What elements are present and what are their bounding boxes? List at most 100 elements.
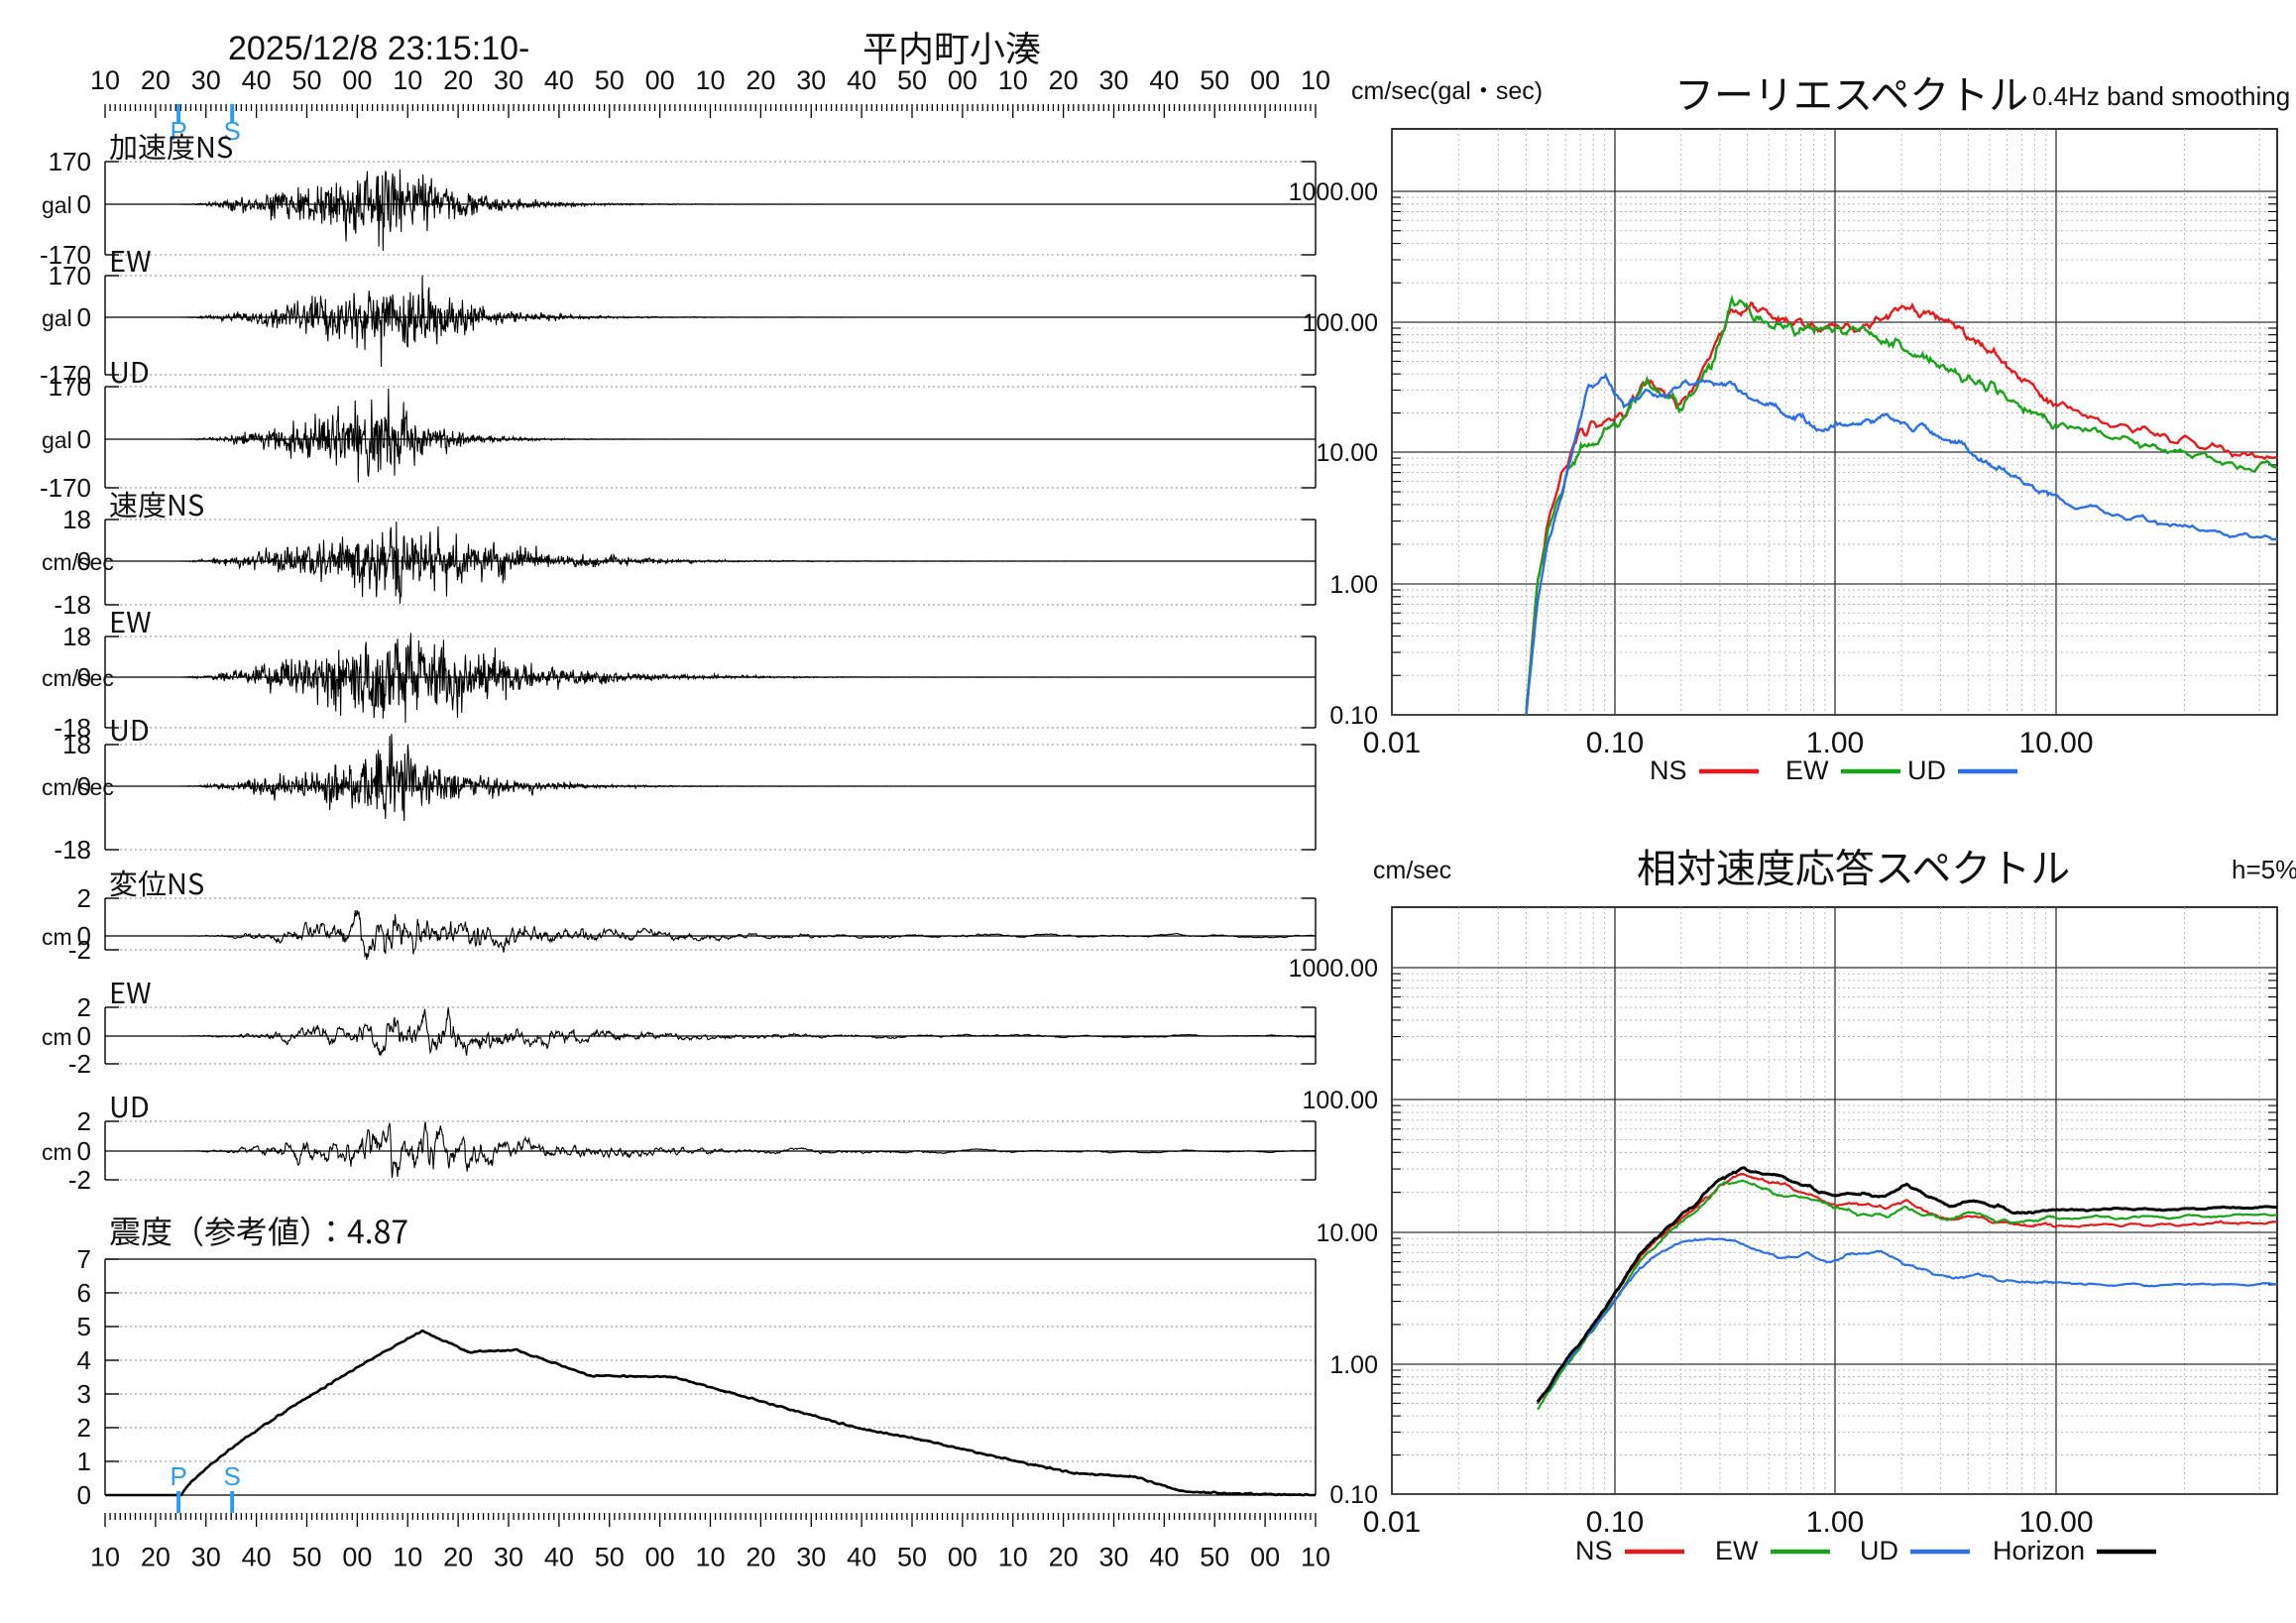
svg-text:50: 50 [1200, 1543, 1229, 1572]
svg-text:速度NS: 速度NS [109, 483, 204, 524]
svg-text:NS: NS [1650, 755, 1687, 785]
svg-text:10: 10 [90, 1543, 120, 1572]
svg-text:gal: gal [42, 427, 72, 453]
svg-text:50: 50 [291, 65, 321, 95]
svg-text:0: 0 [77, 1021, 91, 1051]
svg-text:170: 170 [49, 261, 91, 290]
svg-text:10: 10 [1301, 1543, 1330, 1572]
svg-text:-170: -170 [40, 473, 91, 503]
svg-text:1000.00: 1000.00 [1289, 178, 1378, 206]
svg-text:相対速度応答スペクトル: 相対速度応答スペクトル [1637, 837, 2070, 894]
svg-text:50: 50 [897, 65, 927, 95]
svg-text:30: 30 [1098, 65, 1128, 95]
svg-text:10: 10 [1301, 65, 1330, 95]
svg-text:2: 2 [77, 883, 91, 913]
svg-text:00: 00 [645, 1543, 675, 1572]
svg-text:1: 1 [77, 1447, 91, 1476]
svg-text:18: 18 [62, 505, 91, 534]
svg-text:0: 0 [77, 189, 91, 219]
svg-text:50: 50 [291, 1543, 321, 1572]
svg-text:20: 20 [443, 65, 473, 95]
svg-text:EW: EW [109, 600, 152, 641]
svg-text:0.10: 0.10 [1329, 1481, 1378, 1509]
svg-text:40: 40 [847, 65, 876, 95]
svg-text:1.00: 1.00 [1329, 1351, 1378, 1379]
svg-text:EW: EW [109, 971, 152, 1012]
svg-text:EW: EW [1785, 755, 1829, 785]
svg-text:2: 2 [77, 992, 91, 1022]
svg-text:50: 50 [595, 1543, 625, 1572]
svg-text:40: 40 [242, 65, 272, 95]
svg-text:UD: UD [109, 708, 150, 750]
svg-text:00: 00 [1250, 65, 1280, 95]
svg-text:0.10: 0.10 [1586, 1506, 1644, 1539]
svg-text:EW: EW [109, 239, 152, 281]
svg-text:UD: UD [1907, 755, 1946, 785]
svg-text:20: 20 [443, 1543, 473, 1572]
svg-text:0.01: 0.01 [1363, 727, 1421, 759]
svg-text:10: 10 [998, 65, 1028, 95]
svg-text:40: 40 [1149, 1543, 1179, 1572]
svg-text:gal: gal [42, 192, 72, 218]
svg-text:20: 20 [1049, 65, 1079, 95]
svg-text:-2: -2 [68, 1165, 91, 1195]
svg-text:1000.00: 1000.00 [1289, 955, 1378, 983]
svg-text:20: 20 [141, 65, 171, 95]
svg-text:変位NS: 変位NS [109, 862, 204, 903]
svg-text:10.00: 10.00 [1316, 439, 1378, 467]
svg-text:-18: -18 [54, 590, 91, 620]
svg-text:30: 30 [796, 1543, 826, 1572]
svg-text:20: 20 [1049, 1543, 1079, 1572]
svg-text:20: 20 [141, 1543, 171, 1572]
svg-text:00: 00 [948, 1543, 977, 1572]
svg-text:30: 30 [796, 65, 826, 95]
svg-text:100.00: 100.00 [1303, 309, 1378, 337]
svg-text:0: 0 [77, 424, 91, 454]
svg-text:UD: UD [109, 1085, 150, 1126]
svg-text:P: P [170, 1461, 186, 1491]
svg-text:4: 4 [77, 1345, 91, 1375]
svg-text:10: 10 [998, 1543, 1028, 1572]
svg-text:7: 7 [77, 1244, 91, 1274]
svg-text:0: 0 [77, 1136, 91, 1166]
svg-text:170: 170 [49, 147, 91, 176]
svg-text:cm/sec: cm/sec [1373, 857, 1451, 884]
svg-text:0: 0 [77, 302, 91, 332]
svg-text:6: 6 [77, 1278, 91, 1308]
svg-text:2: 2 [77, 1413, 91, 1443]
svg-text:50: 50 [595, 65, 625, 95]
svg-text:100.00: 100.00 [1303, 1087, 1378, 1114]
svg-text:3: 3 [77, 1379, 91, 1409]
svg-text:震度（参考値）：4.87: 震度（参考値）：4.87 [109, 1208, 408, 1253]
svg-text:0: 0 [77, 1480, 91, 1510]
svg-text:EW: EW [1715, 1536, 1759, 1565]
svg-text:2025/12/8 23:15:10-: 2025/12/8 23:15:10- [228, 30, 529, 67]
svg-text:1.00: 1.00 [1806, 1506, 1864, 1539]
svg-text:10: 10 [90, 65, 120, 95]
svg-text:2: 2 [77, 1106, 91, 1136]
svg-text:18: 18 [62, 622, 91, 651]
svg-text:30: 30 [494, 65, 523, 95]
svg-text:40: 40 [242, 1543, 272, 1572]
svg-text:-18: -18 [54, 835, 91, 865]
svg-text:40: 40 [847, 1543, 876, 1572]
svg-text:0.10: 0.10 [1586, 727, 1644, 759]
svg-text:10: 10 [695, 65, 725, 95]
svg-text:cm/sec: cm/sec [42, 774, 114, 800]
svg-text:30: 30 [494, 1543, 523, 1572]
svg-text:20: 20 [746, 1543, 775, 1572]
svg-text:UD: UD [1860, 1536, 1898, 1565]
svg-text:S: S [224, 1461, 241, 1491]
svg-text:20: 20 [746, 65, 775, 95]
svg-text:10.00: 10.00 [2018, 727, 2093, 759]
svg-text:10: 10 [695, 1543, 725, 1572]
svg-text:10: 10 [393, 65, 422, 95]
svg-text:170: 170 [49, 372, 91, 402]
svg-text:0.10: 0.10 [1329, 702, 1378, 730]
svg-text:00: 00 [342, 65, 372, 95]
svg-text:50: 50 [897, 1543, 927, 1572]
svg-text:00: 00 [948, 65, 977, 95]
svg-text:cm: cm [42, 1024, 72, 1050]
svg-text:NS: NS [1575, 1536, 1613, 1565]
svg-text:UD: UD [109, 350, 150, 392]
